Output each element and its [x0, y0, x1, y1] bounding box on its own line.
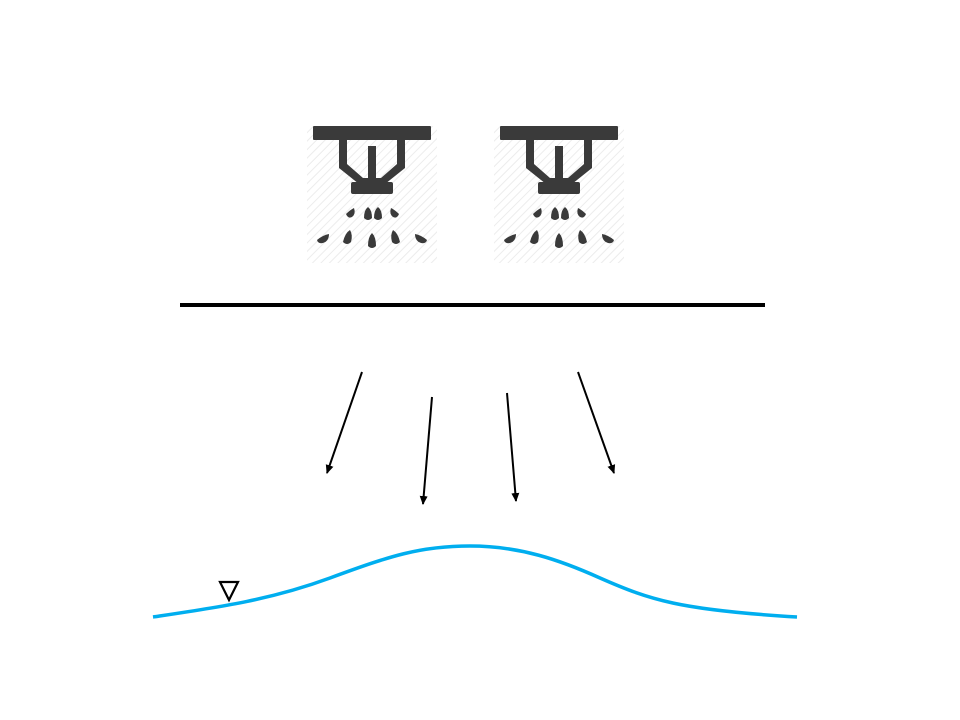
infiltration-arrow-1 — [325, 371, 363, 474]
sprinkler-right-icon — [494, 126, 624, 263]
water-table-curve — [152, 544, 798, 619]
infiltration-arrow-2 — [419, 396, 433, 505]
infiltration-arrow-4 — [577, 371, 616, 474]
sprinkler-left-icon — [307, 126, 437, 263]
water-table-triangle-icon — [218, 580, 240, 603]
infiltration-arrow-3 — [506, 392, 520, 502]
